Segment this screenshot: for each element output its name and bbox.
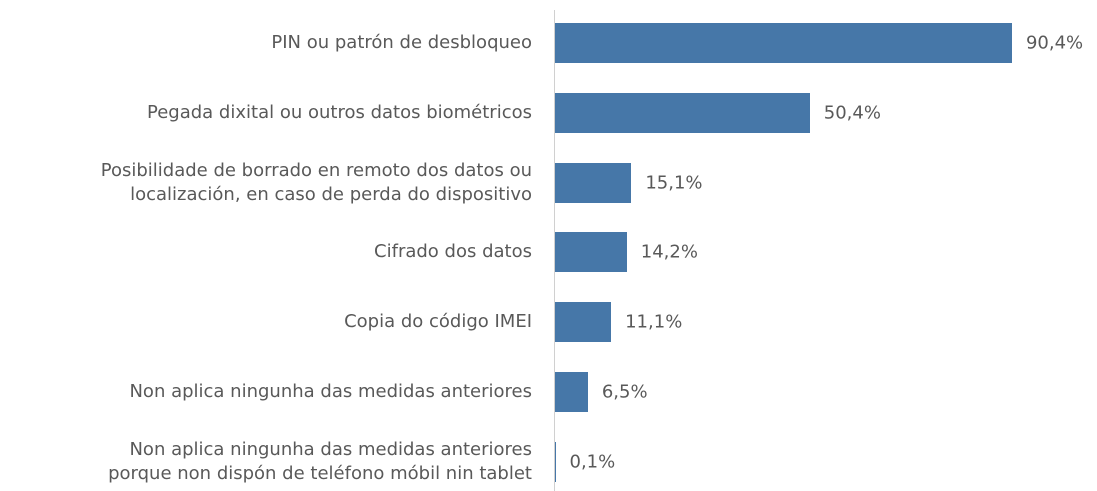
bar	[555, 23, 1012, 63]
bar	[555, 232, 627, 273]
value-label: 11,1%	[625, 311, 683, 333]
category-label: Cifrado dos datos	[374, 241, 532, 263]
category-label: PIN ou patrón de desbloqueo	[271, 32, 532, 53]
bar	[555, 441, 556, 482]
axis-line	[554, 10, 555, 491]
value-label: 90,4%	[1025, 32, 1084, 54]
bar	[555, 302, 612, 343]
bar	[555, 372, 588, 412]
value-label: 14,2%	[640, 241, 698, 263]
category-label: Non aplica ningunha das medidas anterior…	[129, 381, 532, 402]
value-label: 6,5%	[601, 381, 648, 403]
category-label: Pegada dixital ou outros datos biométric…	[147, 101, 532, 123]
value-label: 15,1%	[645, 172, 703, 194]
value-label: 0,1%	[569, 451, 616, 473]
category-label: Posibilidade de borrado en remoto dos da…	[100, 159, 532, 205]
bar	[555, 92, 810, 133]
value-label: 50,4%	[823, 102, 881, 124]
bar	[555, 162, 632, 203]
category-label: Copia do código IMEI	[344, 311, 532, 333]
category-label: Non aplica ningunha das medidas anterior…	[108, 438, 532, 484]
